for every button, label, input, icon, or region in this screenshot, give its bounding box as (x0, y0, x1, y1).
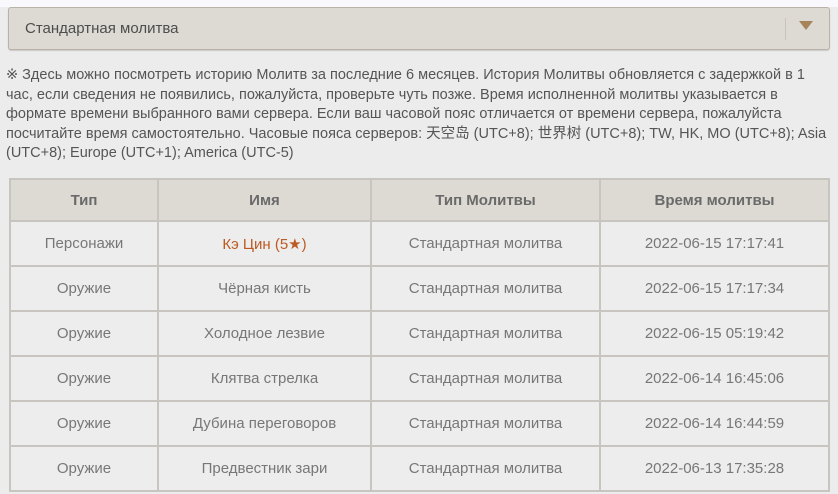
cell-name: Чёрная кисть (157, 265, 372, 312)
top-strip (0, 0, 838, 7)
cell-type: Оружие (9, 400, 159, 447)
cell-name: Дубина переговоров (157, 400, 372, 447)
table-row: Персонажи Кэ Цин (5★) Стандартная молитва 2… (9, 220, 830, 267)
cell-wish-type: Стандартная молитва (370, 355, 601, 402)
cell-time: 2022-06-15 17:17:34 (599, 265, 830, 312)
table-row: Оружие Дубина переговоров Стандартная моли… (9, 400, 830, 447)
cell-wish-type: Стандартная молитва (370, 310, 601, 357)
cell-name: Клятва стрелка (157, 355, 372, 402)
header-type: Тип (9, 178, 159, 222)
table-header-row: Тип Имя Тип Молитвы Время молитвы (9, 178, 830, 222)
cell-type: Оружие (9, 445, 159, 492)
cell-name: Холодное лезвие (157, 310, 372, 357)
cell-time: 2022-06-15 05:19:42 (599, 310, 830, 357)
cell-wish-type: Стандартная молитва (370, 445, 601, 492)
table-row: Оружие Предвестник зари Стандартная молитв… (9, 445, 830, 492)
header-name: Имя (157, 178, 372, 222)
select-divider (785, 18, 786, 40)
table-row: Оружие Чёрная кисть Стандартная молитва 202… (9, 265, 830, 312)
header-wish-type: Тип Молитвы (370, 178, 601, 222)
header-time: Время молитвы (599, 178, 830, 222)
cell-type: Оружие (9, 265, 159, 312)
wish-type-value: Стандартная молитва (25, 20, 179, 37)
cell-wish-type: Стандартная молитва (370, 400, 601, 447)
cell-wish-type: Стандартная молитва (370, 220, 601, 267)
cell-name: Предвестник зари (157, 445, 372, 492)
chevron-down-icon[interactable] (799, 21, 813, 30)
cell-time: 2022-06-13 17:35:28 (599, 445, 830, 492)
cell-time: 2022-06-14 16:45:06 (599, 355, 830, 402)
history-note: ※ Здесь можно посмотреть историю Молитв … (6, 67, 827, 161)
table-row: Оружие Холодное лезвие Стандартная молитва… (9, 310, 830, 357)
cell-wish-type: Стандартная молитва (370, 265, 601, 312)
cell-type: Персонажи (9, 220, 159, 267)
cell-time: 2022-06-15 17:17:41 (599, 220, 830, 267)
cell-type: Оружие (9, 310, 159, 357)
cell-type: Оружие (9, 355, 159, 402)
wish-type-select[interactable]: Стандартная молитва (8, 7, 830, 50)
wish-history-table: Тип Имя Тип Молитвы Время молитвы Персон… (9, 178, 830, 492)
cell-name: Кэ Цин (5★) (157, 220, 372, 267)
table-row: Оружие Клятва стрелка Стандартная молитва 2… (9, 355, 830, 402)
cell-time: 2022-06-14 16:44:59 (599, 400, 830, 447)
